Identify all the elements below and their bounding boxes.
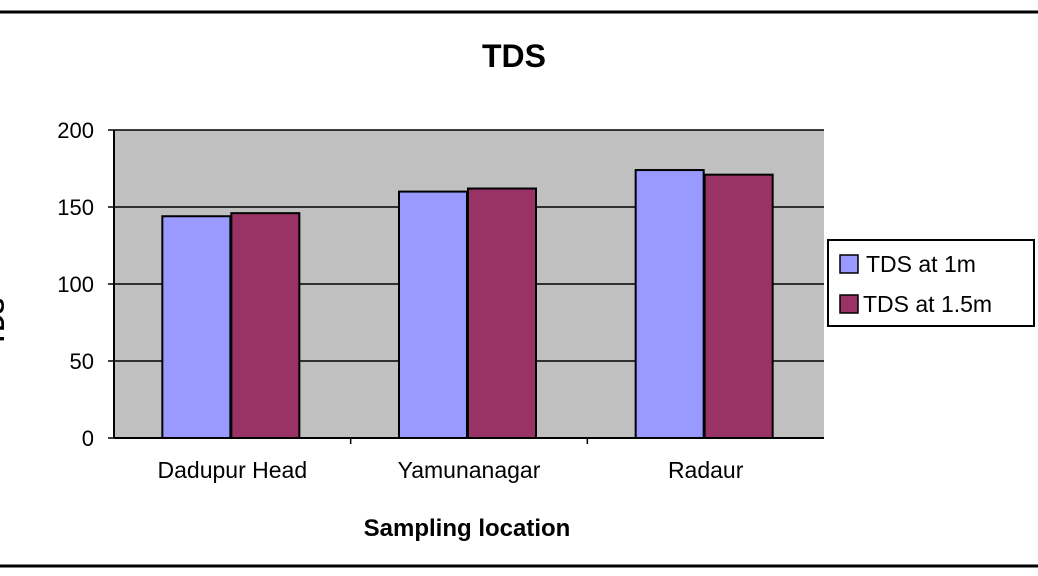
legend-box	[827, 239, 1035, 327]
legend: TDS at 1m TDS at 1.5m	[827, 239, 1035, 327]
y-tick-label: 0	[82, 426, 94, 451]
bars	[161, 169, 774, 439]
x-axis-categories: Dadupur Head Yamunanagar Radaur	[158, 438, 744, 483]
y-axis-ticks: 0 50 100 150 200	[57, 118, 114, 451]
bar-tds-at-1-5m-dadupur-head	[230, 212, 301, 439]
y-axis-title: TDS	[0, 298, 10, 346]
bar-tds-at-1-5m-yamunanagar	[467, 187, 537, 439]
bar-tds-at-1m-radaur	[634, 169, 705, 439]
legend-swatch-tds-1-5m	[839, 294, 859, 314]
x-category-label: Radaur	[668, 457, 744, 483]
bar-tds-at-1-5m-radaur	[703, 173, 774, 439]
y-tick-label: 50	[70, 349, 94, 374]
y-tick-label: 200	[57, 118, 94, 143]
legend-swatch-tds-1m	[839, 254, 859, 274]
y-tick-label: 150	[57, 195, 94, 220]
y-tick-label: 100	[57, 272, 94, 297]
x-category-label: Dadupur Head	[158, 457, 308, 483]
legend-label-tds-1-5m: TDS at 1.5m	[863, 291, 992, 317]
chart-title: TDS	[482, 38, 546, 74]
x-category-label: Yamunanagar	[398, 457, 541, 483]
legend-label-tds-1m: TDS at 1m	[866, 251, 976, 277]
bar-tds-at-1m-dadupur-head	[161, 215, 232, 439]
bar-tds-at-1m-yamunanagar	[398, 190, 468, 439]
x-axis-title: Sampling location	[364, 515, 571, 542]
